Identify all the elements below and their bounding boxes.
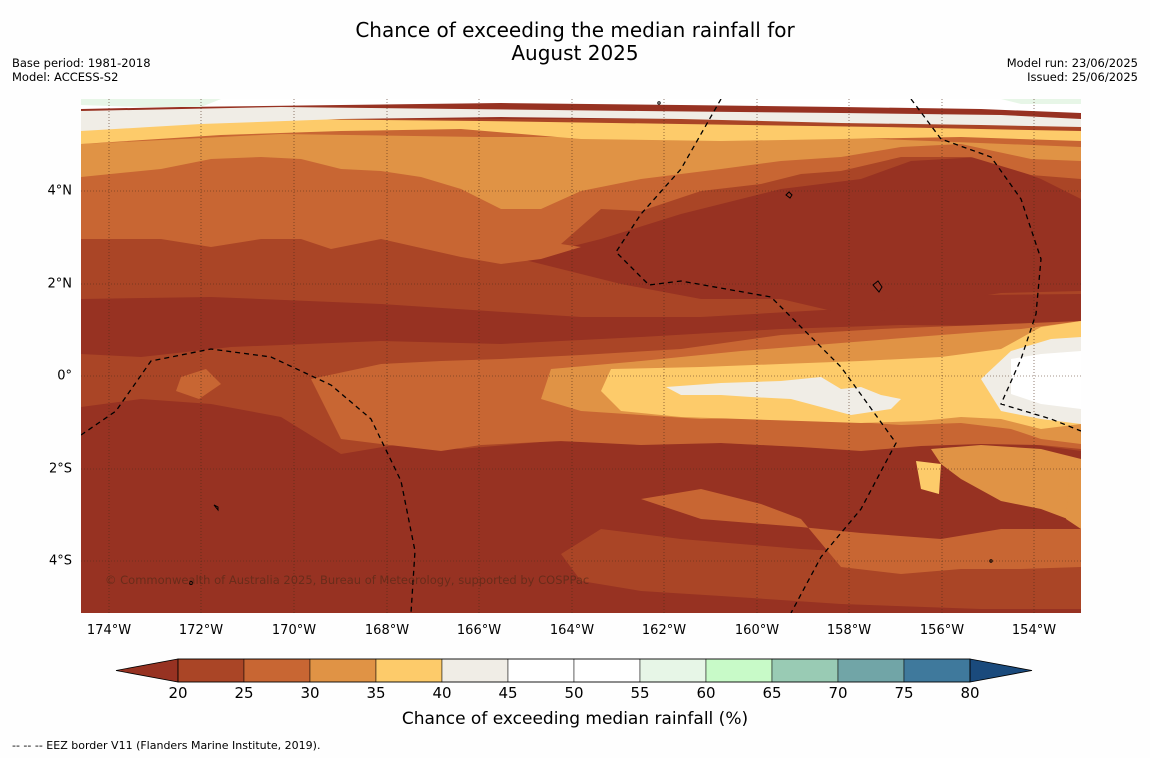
x-tick-label: 160°W: [734, 623, 780, 638]
colorbar-segment: [573, 658, 641, 683]
colorbar-outline: [177, 658, 971, 683]
colorbar-segment: [837, 658, 905, 683]
band-30-35-south: [931, 445, 1081, 524]
y-tick-label: 2°N: [47, 276, 73, 292]
colorbar: [115, 658, 1033, 683]
colorbar-tick: 75: [894, 684, 914, 702]
colorbar-tick: 65: [762, 684, 782, 702]
title-line-2: August 2025: [511, 41, 639, 65]
colorbar-segment: [771, 658, 839, 683]
band-55-60-north: [81, 99, 221, 107]
x-tick-label: 168°W: [364, 623, 410, 638]
colorbar-tick: 20: [168, 684, 188, 702]
band-45-55-east: [1011, 351, 1081, 409]
band-35-40-north: [81, 119, 1081, 144]
band-40-45-equator: [666, 377, 901, 415]
colorbar-segment: [705, 658, 773, 683]
model-run: Model run: 23/06/2025: [1006, 56, 1138, 70]
colorbar-extend-low: [115, 658, 179, 683]
x-tick-label: 174°W: [86, 623, 132, 638]
colorbar-tick: 50: [564, 684, 584, 702]
colorbar-segment: [309, 658, 377, 683]
colorbar-tick: 55: [630, 684, 650, 702]
band-40-45-north: [81, 107, 1081, 131]
colorbar-segment: [639, 658, 707, 683]
band-30-35-east-tip: [1066, 459, 1081, 529]
x-tick-label: 172°W: [178, 623, 224, 638]
colorbar-label: Chance of exceeding median rainfall (%): [401, 709, 749, 729]
y-tick-label: 4°S: [48, 553, 72, 569]
colorbar-tick: 45: [498, 684, 518, 702]
copyright-text: © Commonwealth of Australia 2025, Bureau…: [105, 573, 590, 587]
colorbar-tick: 30: [300, 684, 320, 702]
band-20-25-south: [561, 529, 1081, 609]
model-name: Model: ACCESS-S2: [12, 70, 119, 84]
eez-border-central: [615, 99, 897, 613]
x-tick-label: 158°W: [826, 623, 872, 638]
band-55-60-north-right: [1001, 99, 1081, 104]
colorbar-segment: [903, 658, 971, 683]
y-tick-label: 0°: [57, 368, 72, 384]
colorbar-segment: [177, 658, 245, 683]
x-tick-label: 170°W: [271, 623, 317, 638]
eez-border-west: [81, 348, 416, 613]
x-tick-label: 154°W: [1011, 623, 1057, 638]
island-1: [785, 191, 793, 199]
island-3: [213, 504, 219, 512]
islands: [189, 101, 993, 585]
issued-date: Issued: 25/06/2025: [1027, 70, 1138, 84]
eez-borders: [81, 99, 1081, 613]
band-35-40-equator: [601, 321, 1081, 429]
colorbar-tick: 60: [696, 684, 716, 702]
map-area: © Commonwealth of Australia 2025, Bureau…: [81, 99, 1081, 613]
meta-left: Base period: 1981-2018 Model: ACCESS-S2: [12, 56, 151, 84]
colorbar-tick: 70: [828, 684, 848, 702]
y-tick-label: 4°N: [47, 183, 73, 199]
island-4: [189, 581, 193, 585]
band-25-30-south: [641, 489, 1081, 574]
x-tick-label: 164°W: [549, 623, 595, 638]
x-tick-label: 162°W: [641, 623, 687, 638]
map-title: Chance of exceeding the median rainfall …: [0, 19, 1150, 65]
colorbar-segments: [115, 658, 1033, 683]
colorbar-tick: 25: [234, 684, 254, 702]
island-2: [872, 280, 883, 293]
colorbar-extend-high: [969, 658, 1033, 683]
base-period: Base period: 1981-2018: [12, 56, 151, 70]
band-20-north-patch: [521, 157, 1081, 313]
colorbar-segment: [507, 658, 575, 683]
colorbar-tick: 80: [960, 684, 980, 702]
colorbar-segment: [375, 658, 443, 683]
eez-border-note: -- -- -- EEZ border V11 (Flanders Marine…: [12, 739, 321, 752]
island-6: [989, 559, 993, 563]
title-line-1: Chance of exceeding the median rainfall …: [355, 18, 795, 42]
band-30-35-north: [81, 134, 1081, 209]
colorbar-tick: 35: [366, 684, 386, 702]
colorbar-segment: [243, 658, 311, 683]
island-5: [657, 101, 661, 105]
band-25-30-island: [176, 369, 221, 399]
y-tick-label: 2°S: [48, 461, 72, 477]
colorbar-tick: 40: [432, 684, 452, 702]
x-tick-label: 156°W: [919, 623, 965, 638]
x-tick-label: 166°W: [456, 623, 502, 638]
rainfall-map: [81, 99, 1081, 613]
band-45-55-north: [81, 99, 1081, 113]
meta-right: Model run: 23/06/2025 Issued: 25/06/2025: [1007, 56, 1138, 84]
eez-border-east: [910, 99, 1081, 432]
colorbar-segment: [441, 658, 509, 683]
band-35-40-south-patch: [916, 461, 941, 494]
